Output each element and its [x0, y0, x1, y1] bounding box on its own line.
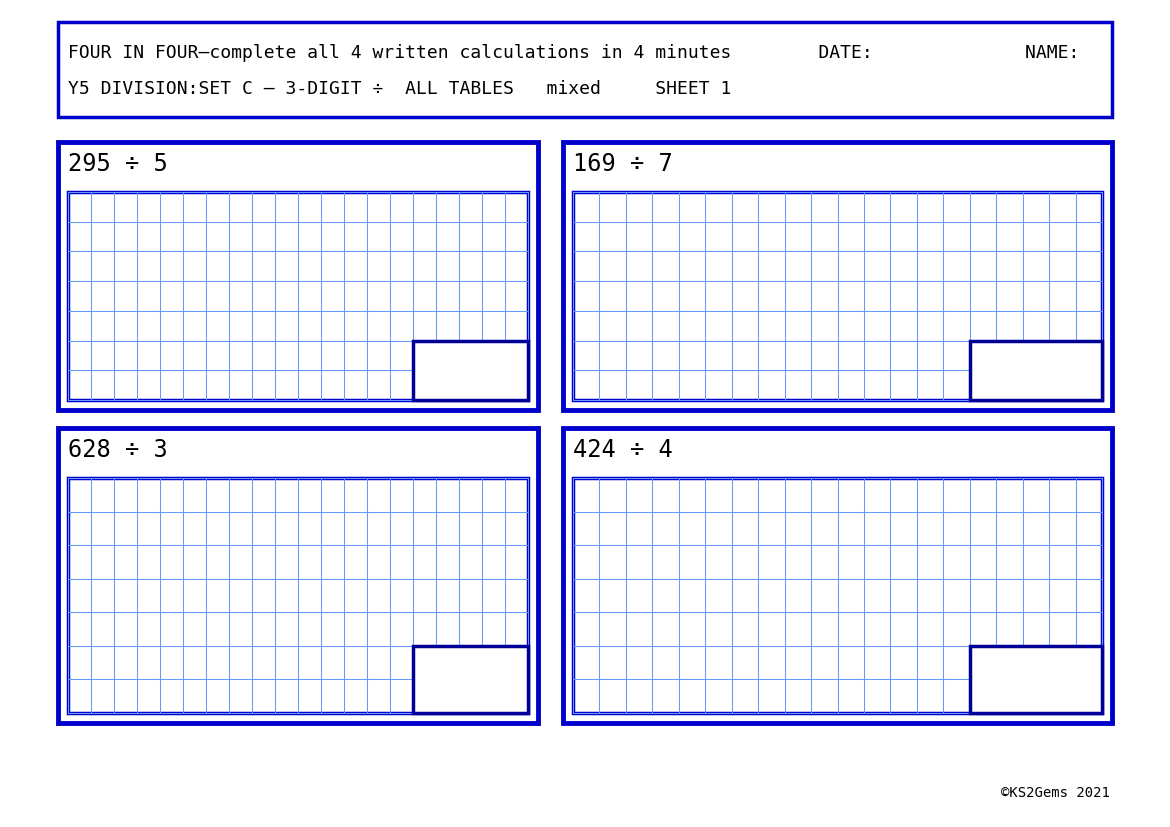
Bar	[58, 142, 538, 410]
Bar	[58, 22, 1112, 117]
Text: 295 ÷ 5: 295 ÷ 5	[68, 152, 167, 176]
Text: FOUR IN FOUR—complete all 4 written calculations in 4 minutes        DATE:      : FOUR IN FOUR—complete all 4 written calc…	[68, 44, 1080, 62]
Bar	[58, 428, 538, 723]
Bar	[573, 192, 1102, 400]
Bar	[970, 646, 1102, 713]
Bar	[413, 646, 528, 713]
Bar	[68, 478, 528, 713]
Bar	[573, 478, 1102, 713]
Bar	[563, 428, 1112, 723]
Text: 169 ÷ 7: 169 ÷ 7	[573, 152, 673, 176]
Text: 628 ÷ 3: 628 ÷ 3	[68, 438, 167, 462]
Bar	[563, 142, 1112, 410]
Text: 424 ÷ 4: 424 ÷ 4	[573, 438, 673, 462]
Text: Y5 DIVISION:SET C — 3-DIGIT ÷  ALL TABLES   mixed     SHEET 1: Y5 DIVISION:SET C — 3-DIGIT ÷ ALL TABLES…	[68, 80, 731, 98]
Bar	[970, 341, 1102, 400]
Text: ©KS2Gems 2021: ©KS2Gems 2021	[1002, 786, 1110, 800]
Bar	[68, 192, 528, 400]
Bar	[413, 341, 528, 400]
